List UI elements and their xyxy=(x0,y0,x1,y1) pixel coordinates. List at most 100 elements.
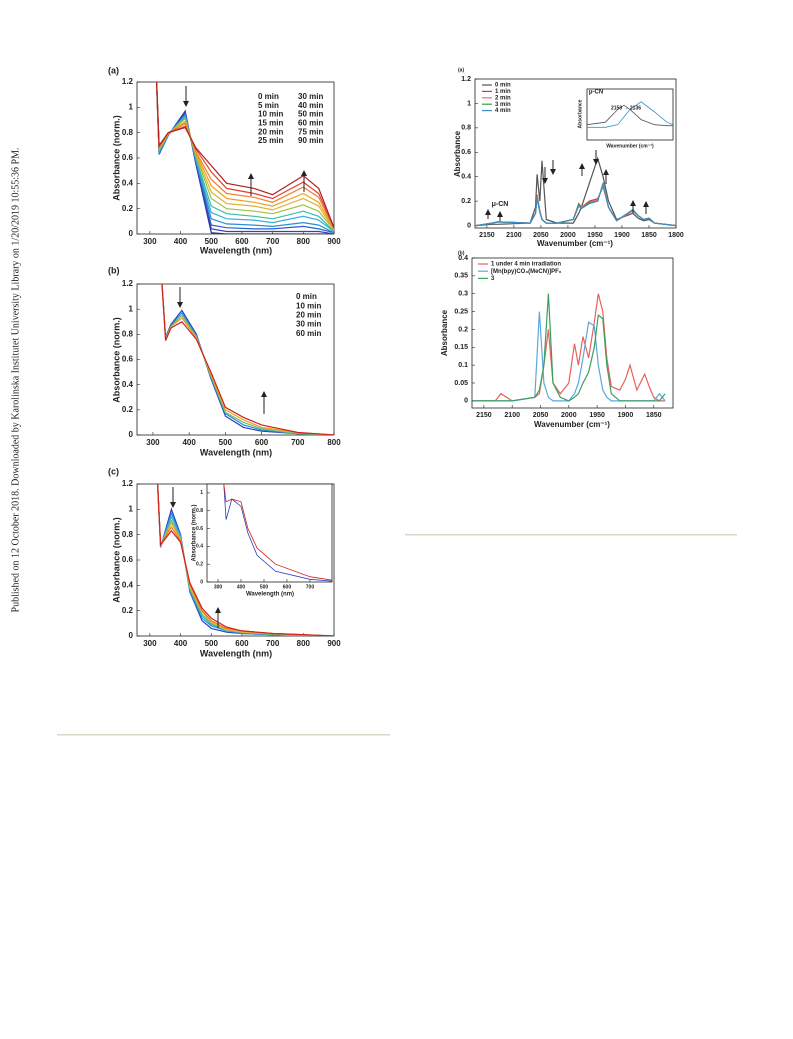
chart: 300 400 500 600 700 800 0 0.2 0.4 0.6 0.8 1 1.2(b) Wa… xyxy=(108,265,341,457)
y-tick-label: 0.2 xyxy=(196,562,203,568)
y-axis-label: Absorbance (norm.) xyxy=(192,504,198,561)
x-tick-label: 800 xyxy=(297,639,311,648)
y-tick-label: 0.8 xyxy=(122,128,134,137)
x-axis-label: Wavenumber (cm⁻¹) xyxy=(606,143,654,149)
plot-area xyxy=(586,88,674,141)
x-tick-label: 2050 xyxy=(533,412,549,419)
x-axis-label: Wavelength (nm) xyxy=(200,447,272,457)
y-tick-label: 0.05 xyxy=(454,380,468,387)
series-line xyxy=(476,156,676,227)
legend-label: 0 min xyxy=(495,83,511,89)
x-axis-label: Wavenumber (cm⁻¹) xyxy=(537,239,613,248)
y-tick-label: 0.8 xyxy=(461,125,471,132)
y-tick-label: 1 xyxy=(200,490,203,496)
y-tick-label: 0.35 xyxy=(454,273,468,280)
legend-label: 4 min xyxy=(495,108,511,114)
annotation: μ-CN xyxy=(492,201,509,208)
chart: 300 400 500 600 700 0 0.2 0.4 0.6 0.8 1 Wavelength … xyxy=(192,483,333,598)
series-line xyxy=(156,82,334,230)
legend-label: 10 min xyxy=(296,301,321,310)
y-axis-label: Absorbance xyxy=(453,130,462,177)
y-tick-label: 0 xyxy=(467,222,471,229)
legend-label: 90 min xyxy=(298,136,323,145)
series-line xyxy=(476,182,676,227)
y-tick-label: 0.2 xyxy=(458,326,468,333)
x-tick-label: 500 xyxy=(205,639,219,648)
legend-label: 30 min xyxy=(298,92,323,101)
x-tick-label: 300 xyxy=(214,584,223,590)
panel-label: (c) xyxy=(108,466,119,476)
x-tick-label: 700 xyxy=(266,639,280,648)
y-tick-label: 1.2 xyxy=(122,279,134,288)
legend-label: 20 min xyxy=(296,311,321,320)
x-tick-label: 1950 xyxy=(589,412,605,419)
y-axis-label: Absorbance xyxy=(440,309,449,356)
x-tick-label: 900 xyxy=(327,639,341,648)
annotation: 2150 → 2136 xyxy=(611,105,641,111)
legend-label: 1 under 4 min irradiation xyxy=(491,262,561,268)
x-axis-label: Wavelength (nm) xyxy=(246,592,294,598)
plot-area xyxy=(471,257,674,409)
series-line xyxy=(157,484,334,636)
legend-label: 15 min xyxy=(258,119,283,128)
series-line xyxy=(587,101,673,128)
y-tick-label: 0.4 xyxy=(458,255,468,262)
legend-label: [Mn(bpy)CO₃(MeCN)]PF₆ xyxy=(491,269,562,275)
y-axis-label: Absorbance (norm.) xyxy=(111,115,121,201)
legend-label: 60 min xyxy=(296,329,321,338)
y-tick-label: 0.4 xyxy=(196,544,203,550)
x-tick-label: 1850 xyxy=(646,412,662,419)
rule xyxy=(57,734,390,736)
chart: 2150 2100 2050 2000 1950 1900 1850 0 0.05 0.1 0.15… xyxy=(440,250,674,429)
series-line xyxy=(157,484,334,636)
y-tick-label: 0.8 xyxy=(196,508,203,514)
series-line xyxy=(223,484,332,582)
x-tick-label: 400 xyxy=(182,438,196,447)
panel-label: (a) xyxy=(108,65,119,75)
series-line xyxy=(161,284,334,435)
y-tick-label: 1.2 xyxy=(122,479,134,488)
x-tick-label: 300 xyxy=(143,237,157,246)
y-tick-label: 0.3 xyxy=(458,291,468,298)
legend-label: 1 min xyxy=(495,89,511,95)
y-tick-label: 1 xyxy=(467,100,471,107)
x-tick-label: 400 xyxy=(237,584,246,590)
x-tick-label: 2050 xyxy=(533,232,549,239)
y-tick-label: 0.2 xyxy=(122,204,134,213)
y-tick-label: 1.2 xyxy=(122,77,134,86)
x-axis-label: Wavelength (nm) xyxy=(200,648,272,658)
y-tick-label: 0.2 xyxy=(461,198,471,205)
y-tick-label: 1 xyxy=(129,304,134,313)
y-tick-label: 0.2 xyxy=(122,405,134,414)
series-line xyxy=(156,82,334,228)
x-tick-label: 1800 xyxy=(668,232,684,239)
y-tick-label: 0 xyxy=(200,579,203,585)
rule xyxy=(405,534,737,536)
y-tick-label: 1 xyxy=(129,102,134,111)
x-tick-label: 800 xyxy=(297,237,311,246)
x-tick-label: 500 xyxy=(219,438,233,447)
y-tick-label: 0.6 xyxy=(122,555,134,564)
y-tick-label: 0.8 xyxy=(122,329,134,338)
y-tick-label: 1.2 xyxy=(461,76,471,83)
y-tick-label: 0.4 xyxy=(122,380,134,389)
y-tick-label: 0.6 xyxy=(122,355,134,364)
x-tick-label: 2150 xyxy=(479,232,495,239)
x-tick-label: 1900 xyxy=(614,232,630,239)
x-tick-label: 600 xyxy=(283,584,292,590)
legend-label: 25 min xyxy=(258,136,283,145)
y-tick-label: 0.6 xyxy=(461,149,471,156)
x-tick-label: 1950 xyxy=(587,232,603,239)
legend-label: 30 min xyxy=(296,320,321,329)
x-tick-label: 2150 xyxy=(476,412,492,419)
x-tick-label: 700 xyxy=(306,584,315,590)
y-axis-label: Absorbance (norm.) xyxy=(111,317,121,403)
side-text: Published on 12 October 2018. Downloaded… xyxy=(10,148,21,613)
series-line xyxy=(223,484,332,581)
x-tick-label: 2100 xyxy=(504,412,520,419)
panel-label: (a) xyxy=(458,67,464,73)
legend-label: 0 min xyxy=(296,292,317,301)
x-tick-label: 900 xyxy=(327,237,341,246)
annotation: μ-CN xyxy=(589,90,603,96)
